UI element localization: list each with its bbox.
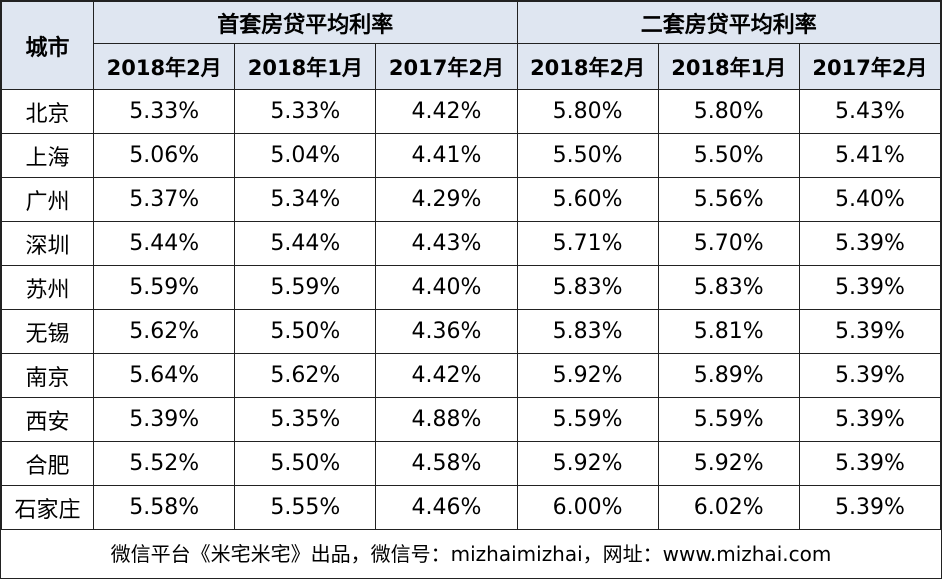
table-row: 苏州 5.59% 5.59% 4.40% 5.83% 5.83% 5.39% xyxy=(0,265,942,310)
rate-cell: 5.55% xyxy=(234,485,377,530)
rate-cell: 5.44% xyxy=(234,221,377,266)
rate-cell: 5.71% xyxy=(516,221,659,266)
rate-cell: 5.33% xyxy=(234,89,377,134)
table-row: 南京 5.64% 5.62% 4.42% 5.92% 5.89% 5.39% xyxy=(0,353,942,398)
rate-cell: 5.59% xyxy=(516,397,659,442)
rate-cell: 5.50% xyxy=(234,441,377,486)
city-cell: 上海 xyxy=(0,133,95,178)
rate-cell: 5.59% xyxy=(657,397,800,442)
rate-cell: 5.59% xyxy=(93,265,236,310)
first-home-group-header: 首套房贷平均利率 xyxy=(93,1,518,44)
city-cell: 广州 xyxy=(0,177,95,222)
rate-cell: 5.70% xyxy=(657,221,800,266)
rate-cell: 4.42% xyxy=(375,353,518,398)
rate-cell: 5.04% xyxy=(234,133,377,178)
table-row: 上海 5.06% 5.04% 4.41% 5.50% 5.50% 5.41% xyxy=(0,133,942,178)
rate-cell: 5.62% xyxy=(234,353,377,398)
rate-cell: 5.37% xyxy=(93,177,236,222)
table-header-row-periods: 2018年2月 2018年1月 2017年2月 2018年2月 2018年1月 … xyxy=(2,43,942,90)
column-header: 2017年2月 xyxy=(798,43,942,90)
city-cell: 西安 xyxy=(0,397,95,442)
mortgage-rate-table: 城市 首套房贷平均利率 二套房贷平均利率 2018年2月 2018年1月 201… xyxy=(0,1,942,530)
column-header: 2017年2月 xyxy=(375,43,518,90)
rate-cell: 5.34% xyxy=(234,177,377,222)
rate-cell: 5.83% xyxy=(516,309,659,354)
table-row: 西安 5.39% 5.35% 4.88% 5.59% 5.59% 5.39% xyxy=(0,397,942,442)
column-header: 2018年2月 xyxy=(93,43,236,90)
city-cell: 石家庄 xyxy=(0,485,95,530)
rate-cell: 5.39% xyxy=(798,221,942,266)
rate-cell: 5.39% xyxy=(798,309,942,354)
second-home-group-header: 二套房贷平均利率 xyxy=(516,1,942,44)
rate-cell: 5.80% xyxy=(657,89,800,134)
city-cell: 合肥 xyxy=(0,441,95,486)
rate-cell: 4.40% xyxy=(375,265,518,310)
city-column-header: 城市 xyxy=(0,1,95,90)
rate-cell: 5.43% xyxy=(798,89,942,134)
source-footer: 微信平台《米宅米宅》出品，微信号：mizhaimizhai，网址：www.miz… xyxy=(110,542,832,566)
rate-cell: 5.50% xyxy=(516,133,659,178)
column-header: 2018年1月 xyxy=(234,43,377,90)
rate-cell: 5.39% xyxy=(93,397,236,442)
rate-cell: 4.41% xyxy=(375,133,518,178)
rate-cell: 5.64% xyxy=(93,353,236,398)
rate-cell: 5.39% xyxy=(798,353,942,398)
rate-cell: 5.39% xyxy=(798,441,942,486)
rate-cell: 5.60% xyxy=(516,177,659,222)
rate-cell: 5.50% xyxy=(234,309,377,354)
rate-cell: 5.59% xyxy=(234,265,377,310)
table-row: 无锡 5.62% 5.50% 4.36% 5.83% 5.81% 5.39% xyxy=(0,309,942,354)
rate-cell: 5.81% xyxy=(657,309,800,354)
rate-cell: 5.52% xyxy=(93,441,236,486)
rate-cell: 5.83% xyxy=(657,265,800,310)
column-header: 2018年1月 xyxy=(657,43,800,90)
rate-cell: 5.33% xyxy=(93,89,236,134)
rate-cell: 5.39% xyxy=(798,397,942,442)
rate-cell: 5.89% xyxy=(657,353,800,398)
rate-cell: 5.40% xyxy=(798,177,942,222)
table-row: 石家庄 5.58% 5.55% 4.46% 6.00% 6.02% 5.39% xyxy=(0,485,942,530)
table-row: 合肥 5.52% 5.50% 4.58% 5.92% 5.92% 5.39% xyxy=(0,441,942,486)
rate-cell: 5.50% xyxy=(657,133,800,178)
city-cell: 南京 xyxy=(0,353,95,398)
rate-cell: 4.88% xyxy=(375,397,518,442)
rate-cell: 5.39% xyxy=(798,485,942,530)
rate-cell: 5.83% xyxy=(516,265,659,310)
rate-cell: 5.62% xyxy=(93,309,236,354)
table-row: 深圳 5.44% 5.44% 4.43% 5.71% 5.70% 5.39% xyxy=(0,221,942,266)
rate-cell: 5.44% xyxy=(93,221,236,266)
table-row: 北京 5.33% 5.33% 4.42% 5.80% 5.80% 5.43% xyxy=(0,89,942,134)
rate-cell: 5.58% xyxy=(93,485,236,530)
rate-cell: 4.36% xyxy=(375,309,518,354)
rate-cell: 5.92% xyxy=(516,353,659,398)
rate-cell: 4.46% xyxy=(375,485,518,530)
rate-cell: 5.92% xyxy=(516,441,659,486)
city-cell: 苏州 xyxy=(0,265,95,310)
rate-cell: 6.00% xyxy=(516,485,659,530)
column-header: 2018年2月 xyxy=(516,43,659,90)
city-cell: 深圳 xyxy=(0,221,95,266)
rate-cell: 5.80% xyxy=(516,89,659,134)
rate-cell: 4.29% xyxy=(375,177,518,222)
rate-cell: 5.35% xyxy=(234,397,377,442)
rate-cell: 5.06% xyxy=(93,133,236,178)
table-row: 广州 5.37% 5.34% 4.29% 5.60% 5.56% 5.40% xyxy=(0,177,942,222)
rate-cell: 4.58% xyxy=(375,441,518,486)
rate-cell: 5.41% xyxy=(798,133,942,178)
rate-cell: 6.02% xyxy=(657,485,800,530)
table-header-row-groups: 城市 首套房贷平均利率 二套房贷平均利率 xyxy=(0,1,942,90)
city-cell: 无锡 xyxy=(0,309,95,354)
rate-cell: 5.92% xyxy=(657,441,800,486)
rate-cell: 5.56% xyxy=(657,177,800,222)
rate-cell: 5.39% xyxy=(798,265,942,310)
city-cell: 北京 xyxy=(0,89,95,134)
rate-cell: 4.42% xyxy=(375,89,518,134)
rate-cell: 4.43% xyxy=(375,221,518,266)
